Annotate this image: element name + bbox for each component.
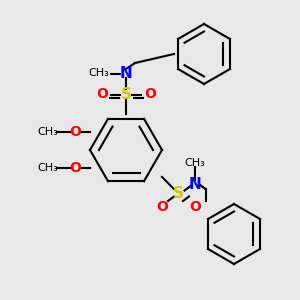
Text: O: O (189, 200, 201, 214)
Text: CH₃: CH₃ (88, 68, 110, 79)
Text: O: O (144, 88, 156, 101)
Text: CH₃: CH₃ (184, 158, 206, 169)
Text: CH₃: CH₃ (38, 163, 58, 173)
Text: S: S (121, 87, 131, 102)
Text: S: S (173, 186, 184, 201)
Text: CH₃: CH₃ (38, 127, 58, 137)
Text: O: O (69, 125, 81, 139)
Text: O: O (96, 88, 108, 101)
Text: O: O (156, 200, 168, 214)
Text: N: N (120, 66, 132, 81)
Text: O: O (69, 161, 81, 175)
Text: N: N (189, 177, 201, 192)
